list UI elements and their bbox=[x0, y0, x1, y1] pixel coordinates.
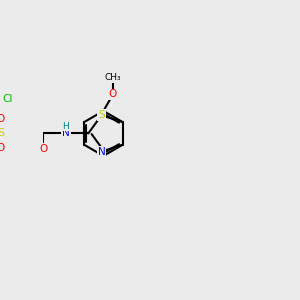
Text: N: N bbox=[98, 147, 105, 157]
Text: Cl: Cl bbox=[2, 94, 13, 104]
Text: O: O bbox=[109, 89, 117, 99]
Text: S: S bbox=[98, 110, 105, 120]
Text: N: N bbox=[62, 128, 70, 138]
Text: H: H bbox=[62, 122, 69, 131]
Text: O: O bbox=[0, 114, 5, 124]
Text: O: O bbox=[39, 144, 47, 154]
Text: CH₃: CH₃ bbox=[105, 73, 121, 82]
Text: S: S bbox=[0, 128, 4, 138]
Text: O: O bbox=[0, 143, 5, 153]
